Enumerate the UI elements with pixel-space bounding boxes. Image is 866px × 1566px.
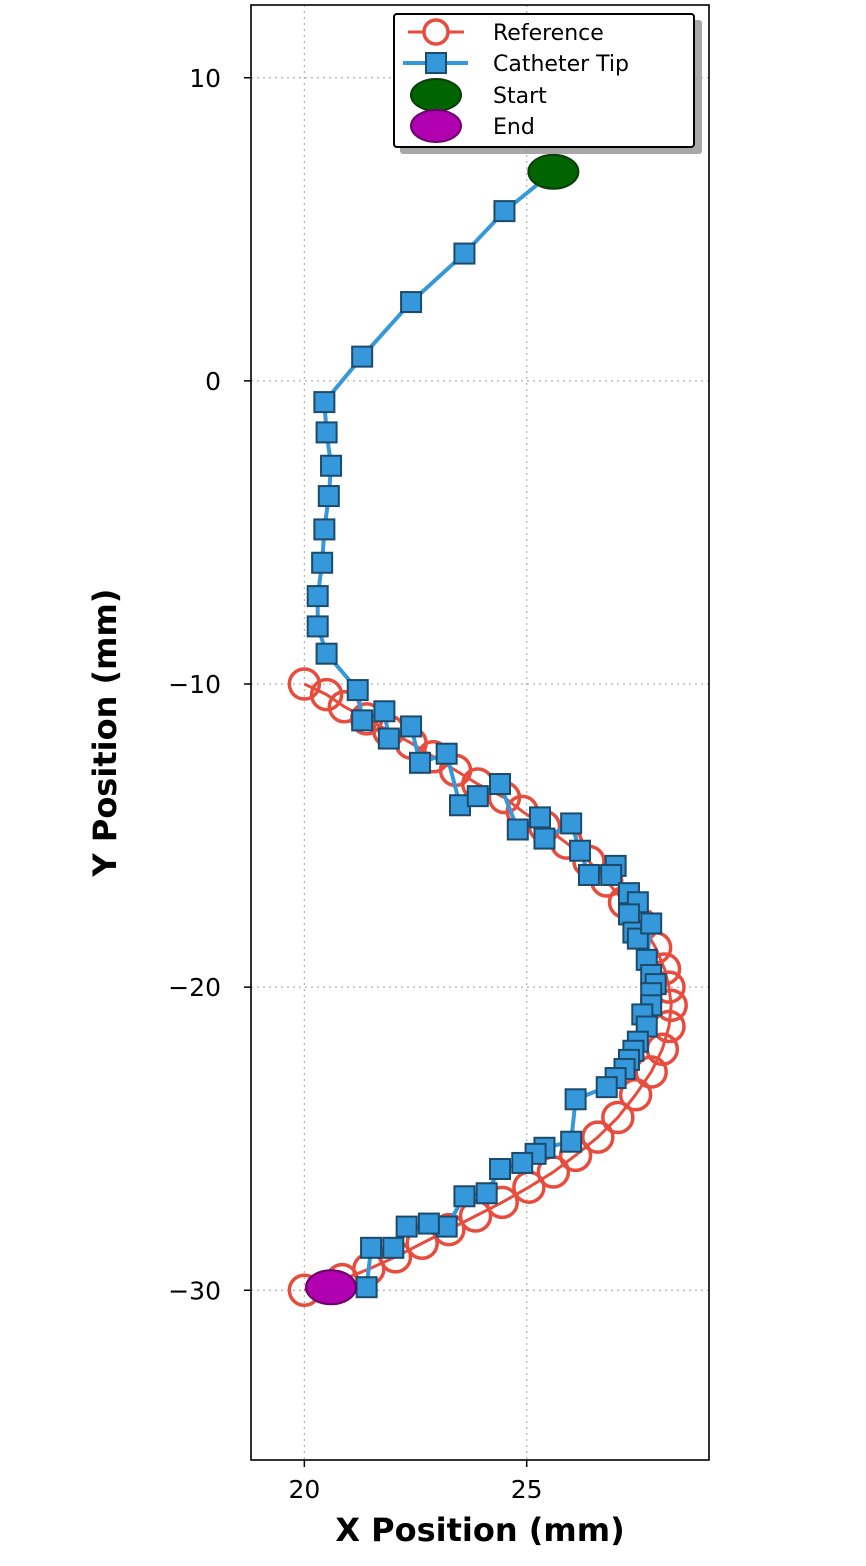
- catheter-tip-point: [493, 200, 516, 223]
- catheter-tip-point: [395, 1215, 418, 1238]
- catheter-tip-point: [564, 1088, 587, 1111]
- ticks: 20 25 10 0 −10 −20 −30: [168, 64, 542, 1504]
- y-tick-label: −30: [168, 1276, 221, 1305]
- catheter-tip-point: [569, 839, 592, 862]
- y-tick-label: −10: [168, 670, 221, 699]
- start-marker: [527, 153, 580, 190]
- catheter-tip-point: [475, 1182, 498, 1205]
- legend-reference-marker: [422, 18, 450, 46]
- catheter-tip-point: [617, 903, 640, 926]
- y-tick-label: 10: [189, 64, 221, 93]
- catheter-tip-point: [560, 812, 583, 835]
- catheter-tip-point: [453, 242, 476, 265]
- catheter-tip-point: [417, 1212, 440, 1235]
- reference-point: [581, 1120, 615, 1154]
- catheter-tip-point: [315, 421, 338, 444]
- catheter-tip-point: [595, 1076, 618, 1099]
- catheter-tip-point: [306, 615, 329, 638]
- x-tick-label: 25: [511, 1475, 543, 1504]
- catheter-tip-point: [373, 700, 396, 723]
- legend-label: Catheter Tip: [493, 52, 629, 77]
- catheter-tip-point: [377, 727, 400, 750]
- x-tick-label: 20: [288, 1475, 320, 1504]
- catheter-tip-point: [533, 827, 556, 850]
- end-marker: [305, 1269, 358, 1306]
- reference-point: [458, 1199, 493, 1233]
- catheter-tip-point: [400, 715, 423, 738]
- catheter-tip-point: [351, 709, 374, 732]
- legend-label: End: [493, 115, 535, 140]
- catheter-tip-point: [320, 454, 343, 477]
- grid: [251, 5, 709, 1460]
- catheter-tip-point: [311, 551, 334, 574]
- reference-point: [287, 667, 322, 701]
- catheter-tip-point: [382, 1236, 405, 1259]
- legend: Reference Catheter Tip Start End: [393, 13, 702, 154]
- series-layer: [287, 153, 688, 1307]
- legend-label: Reference: [493, 21, 604, 46]
- legend-label: Start: [493, 84, 547, 109]
- plot-frame: [250, 4, 710, 1461]
- reference-point: [601, 1100, 635, 1135]
- catheter-tip-point: [315, 642, 338, 665]
- reference-point: [634, 1055, 668, 1089]
- legend-catheter-marker: [425, 52, 447, 74]
- catheter-tip-point: [511, 1151, 534, 1174]
- catheter-tip-point: [355, 1276, 378, 1299]
- legend-box: [393, 13, 695, 148]
- catheter-tip-point: [360, 1236, 383, 1259]
- catheter-tip-point: [306, 585, 329, 608]
- catheter-tip-point: [489, 1158, 512, 1180]
- catheter-tip-point: [506, 818, 529, 841]
- catheter-tip-point: [435, 742, 458, 765]
- catheter-tip-point: [640, 912, 663, 935]
- x-axis-label: X Position (mm): [335, 1511, 624, 1549]
- catheter-tip-point: [529, 806, 552, 829]
- y-axis-label: Y Position (mm): [86, 589, 124, 878]
- y-tick-label: −20: [168, 973, 221, 1002]
- reference-point: [309, 677, 344, 712]
- catheter-tip-point: [600, 863, 623, 886]
- catheter-tip-point: [313, 518, 336, 541]
- catheter-tip-point: [351, 345, 374, 368]
- catheter-tip-point: [489, 773, 512, 796]
- catheter-tip-point: [317, 485, 340, 508]
- catheter-tip-point: [313, 391, 336, 414]
- catheter-tip-point: [560, 1130, 583, 1153]
- catheter-tip-point: [453, 1185, 476, 1208]
- catheter-tip-point: [408, 751, 431, 774]
- y-tick-label: 0: [205, 367, 221, 396]
- catheter-tip-point: [466, 785, 489, 808]
- catheter-tip-point: [577, 863, 600, 886]
- legend-end-marker: [410, 109, 462, 143]
- catheter-tip-point: [400, 291, 423, 314]
- catheter-tip-point: [346, 679, 369, 702]
- legend-start-marker: [410, 78, 462, 112]
- reference-point: [618, 1077, 653, 1112]
